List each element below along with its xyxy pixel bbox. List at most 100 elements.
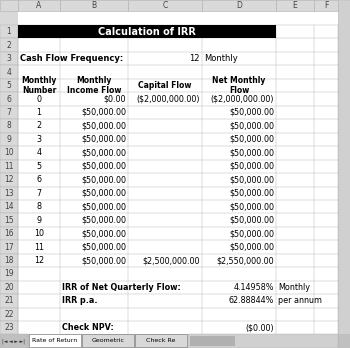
- Text: $2,550,000.00: $2,550,000.00: [216, 256, 274, 265]
- Text: Check Re: Check Re: [146, 339, 176, 343]
- Text: $50,000.00: $50,000.00: [81, 256, 126, 265]
- Bar: [18, 25, 276, 39]
- Text: 10: 10: [34, 229, 44, 238]
- Text: 13: 13: [4, 189, 14, 198]
- Text: 2: 2: [36, 121, 42, 130]
- Text: $50,000.00: $50,000.00: [229, 108, 274, 117]
- Bar: [0, 0, 18, 11]
- Text: Monthly: Monthly: [204, 54, 238, 63]
- Text: $50,000.00: $50,000.00: [229, 229, 274, 238]
- Text: 9: 9: [36, 216, 42, 225]
- Bar: [0, 79, 18, 92]
- Bar: [0, 334, 28, 348]
- Bar: [0, 173, 18, 187]
- Text: $50,000.00: $50,000.00: [229, 162, 274, 171]
- Text: 0: 0: [36, 95, 42, 103]
- Text: 18: 18: [4, 256, 14, 265]
- Text: A: A: [36, 1, 42, 10]
- Text: 12: 12: [189, 54, 200, 63]
- Text: F: F: [324, 1, 328, 10]
- Bar: [0, 39, 18, 52]
- Text: 5: 5: [36, 162, 42, 171]
- Text: 11: 11: [34, 243, 44, 252]
- Bar: [0, 0, 338, 11]
- Text: $50,000.00: $50,000.00: [229, 243, 274, 252]
- Text: 17: 17: [4, 243, 14, 252]
- Bar: [0, 227, 18, 240]
- Text: $50,000.00: $50,000.00: [229, 175, 274, 184]
- Bar: [0, 160, 18, 173]
- Text: 1: 1: [36, 108, 42, 117]
- Bar: [0, 334, 18, 348]
- Bar: [338, 0, 350, 334]
- Text: 23: 23: [4, 323, 14, 332]
- Text: 5: 5: [7, 81, 12, 90]
- Text: $50,000.00: $50,000.00: [229, 189, 274, 198]
- Bar: [190, 336, 235, 346]
- Text: Cash Flow Frequency:: Cash Flow Frequency:: [20, 54, 123, 63]
- Bar: [0, 146, 18, 160]
- Bar: [0, 119, 18, 133]
- Text: $50,000.00: $50,000.00: [81, 229, 126, 238]
- Bar: [0, 92, 18, 106]
- Text: 8: 8: [7, 121, 11, 130]
- Bar: [0, 133, 18, 146]
- Bar: [60, 0, 128, 11]
- Bar: [0, 267, 18, 281]
- Text: $50,000.00: $50,000.00: [229, 135, 274, 144]
- Text: Rate of Return: Rate of Return: [32, 339, 78, 343]
- Text: $50,000.00: $50,000.00: [81, 216, 126, 225]
- Bar: [0, 254, 18, 267]
- Text: 4: 4: [36, 148, 42, 157]
- Text: Capital Flow: Capital Flow: [138, 81, 192, 90]
- Text: $50,000.00: $50,000.00: [229, 148, 274, 157]
- Text: 14: 14: [4, 202, 14, 211]
- Text: Monthly
Number: Monthly Number: [21, 76, 57, 95]
- Text: 7: 7: [36, 189, 42, 198]
- Bar: [0, 321, 18, 334]
- Text: 3: 3: [36, 135, 42, 144]
- Text: ($2,000,000.00): ($2,000,000.00): [136, 95, 200, 103]
- Text: 21: 21: [4, 296, 14, 306]
- Bar: [0, 106, 18, 119]
- Text: $50,000.00: $50,000.00: [81, 121, 126, 130]
- Text: IRR p.a.: IRR p.a.: [62, 296, 98, 306]
- Text: 8: 8: [36, 202, 42, 211]
- Text: $50,000.00: $50,000.00: [81, 108, 126, 117]
- Text: 3: 3: [7, 54, 12, 63]
- Text: 19: 19: [4, 269, 14, 278]
- Bar: [0, 25, 18, 39]
- Text: B: B: [91, 1, 97, 10]
- Bar: [276, 0, 314, 11]
- Text: 6: 6: [36, 175, 42, 184]
- Text: $0.00: $0.00: [104, 95, 126, 103]
- Bar: [82, 334, 134, 347]
- Bar: [29, 334, 81, 347]
- Text: 4: 4: [7, 68, 12, 77]
- Text: Monthly: Monthly: [278, 283, 310, 292]
- Text: $50,000.00: $50,000.00: [229, 216, 274, 225]
- Text: $50,000.00: $50,000.00: [229, 121, 274, 130]
- Text: Check NPV:: Check NPV:: [62, 323, 114, 332]
- Bar: [18, 0, 60, 11]
- Text: 1: 1: [7, 27, 11, 36]
- Text: 2: 2: [7, 41, 11, 50]
- Text: Monthly
Income Flow: Monthly Income Flow: [67, 76, 121, 95]
- Text: 7: 7: [7, 108, 12, 117]
- Text: 9: 9: [7, 135, 12, 144]
- Bar: [128, 0, 202, 11]
- Text: C: C: [162, 1, 168, 10]
- Text: Geometric: Geometric: [91, 339, 125, 343]
- Text: 62.88844%: 62.88844%: [229, 296, 274, 306]
- Text: $50,000.00: $50,000.00: [229, 202, 274, 211]
- Bar: [188, 334, 338, 348]
- Text: 24: 24: [4, 337, 14, 346]
- Text: $50,000.00: $50,000.00: [81, 202, 126, 211]
- Text: $50,000.00: $50,000.00: [81, 175, 126, 184]
- Text: |◄ ◄ ► ►|: |◄ ◄ ► ►|: [2, 338, 26, 344]
- Text: 12: 12: [4, 175, 14, 184]
- Bar: [135, 334, 187, 347]
- Text: $50,000.00: $50,000.00: [81, 162, 126, 171]
- Bar: [0, 281, 18, 294]
- Bar: [202, 0, 276, 11]
